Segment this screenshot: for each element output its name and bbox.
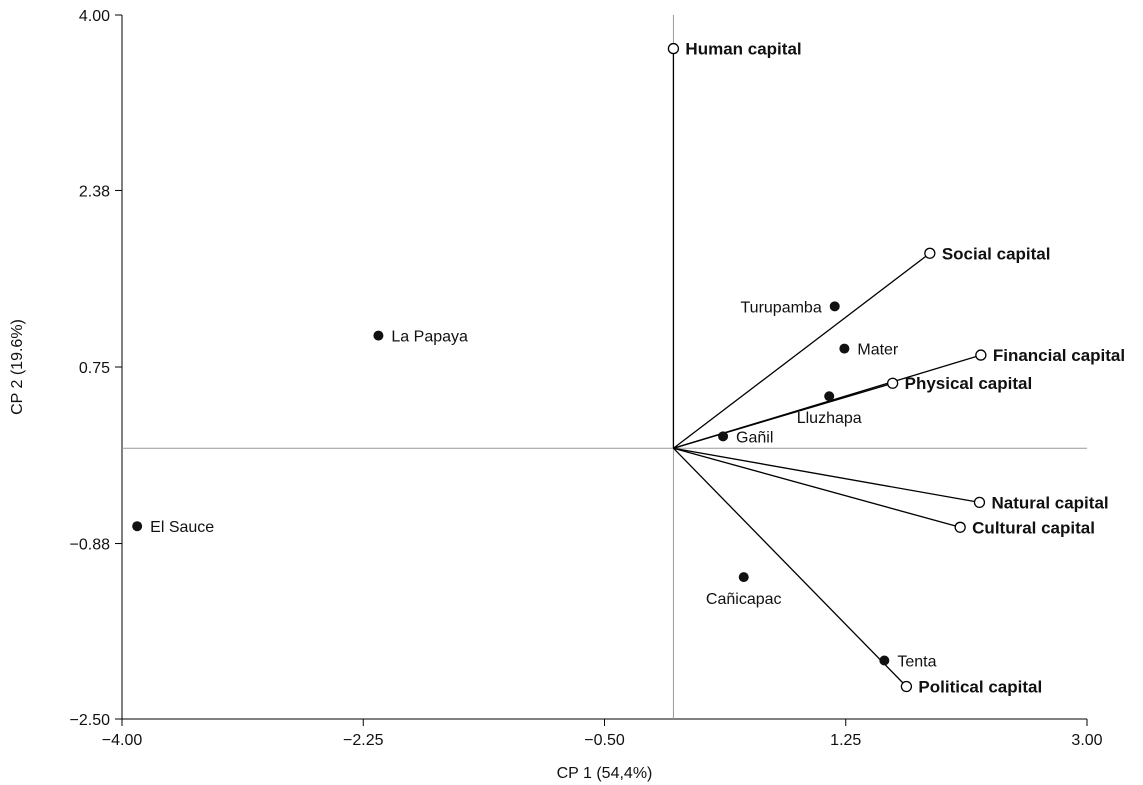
site-point-label: Turupamba (740, 299, 821, 316)
site-point (738, 572, 749, 583)
x-tick-label: −4.00 (102, 732, 143, 749)
site-point (718, 431, 729, 442)
loading-vector-endpoint (667, 42, 680, 55)
x-tick-label: −2.25 (343, 732, 384, 749)
site-point-label: Lluzhapa (797, 410, 862, 427)
loading-vector-label: Natural capital (991, 493, 1108, 512)
x-tick-label: 3.00 (1071, 732, 1102, 749)
site-point-label: Gañil (736, 429, 773, 446)
site-point (824, 391, 835, 402)
x-tick-label: −0.50 (584, 732, 625, 749)
site-point (879, 655, 890, 666)
loading-vector-endpoint (973, 496, 986, 509)
loading-vector-label: Physical capital (905, 374, 1033, 393)
site-point (373, 330, 384, 341)
y-tick-label: 2.38 (79, 183, 110, 200)
site-point (829, 301, 840, 312)
site-point (132, 521, 143, 532)
loading-vector-label: Financial capital (993, 346, 1125, 365)
site-points: La Papaya El Sauce Turupamba Mater Lluzhapa G… (132, 299, 937, 671)
y-tick-label: 4.00 (79, 8, 110, 25)
loading-vector-line (673, 252, 931, 449)
x-tick-label: 1.25 (830, 732, 861, 749)
site-point-label: Cañicapac (706, 591, 782, 608)
loading-vectors: Human capital Social capital Financial cap… (667, 40, 1125, 697)
y-tick-label: −2.50 (70, 712, 111, 729)
y-axis-title: CP 2 (19.6%) (9, 319, 26, 415)
loading-vector-endpoint (924, 247, 936, 259)
x-ticks: −4.00 −2.25 −0.50 1.25 3.00 (102, 719, 1103, 749)
loading-vector-label: Cultural capital (972, 518, 1095, 537)
site-point-label: Mater (857, 342, 899, 359)
loading-vector-line (673, 447, 961, 528)
loading-vector-label: Political capital (918, 678, 1042, 697)
loading-vector-line (672, 447, 907, 687)
loading-vector-endpoint (900, 680, 913, 693)
loading-vector-label: Human capital (685, 40, 801, 59)
loading-vector-endpoint (975, 349, 987, 361)
loading-vector-line (673, 382, 893, 449)
site-point-label: El Sauce (150, 519, 214, 536)
x-axis-title: CP 1 (54,4%) (557, 765, 653, 782)
y-tick-label: −0.88 (70, 537, 111, 554)
loading-vector-endpoint (954, 521, 966, 533)
loading-vector-endpoint (886, 377, 899, 389)
loading-vector-label: Social capital (942, 244, 1051, 263)
site-point-label: La Papaya (391, 329, 468, 346)
y-tick-label: 0.75 (79, 360, 110, 377)
y-ticks: −2.50 −0.88 0.75 2.38 4.00 (70, 8, 122, 729)
site-point (839, 343, 850, 354)
loading-vector-line (673, 447, 980, 504)
site-point-label: Tenta (897, 654, 936, 671)
